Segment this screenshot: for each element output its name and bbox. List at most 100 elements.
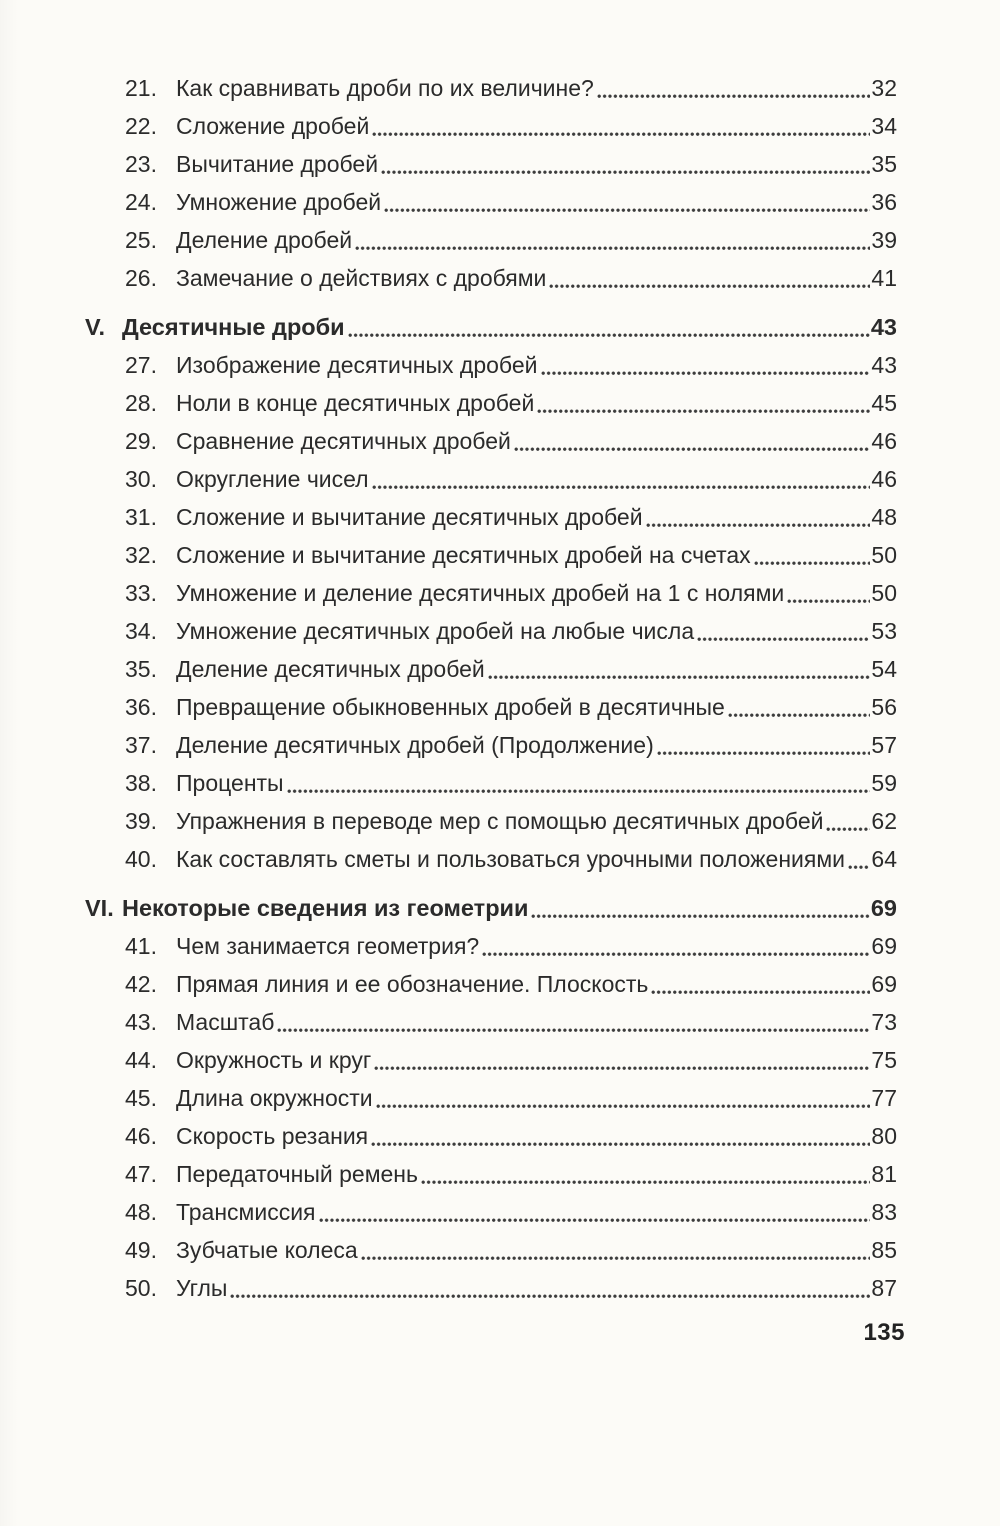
toc-entry-title: Сравнение десятичных дробей — [176, 428, 511, 454]
toc-entry: 49. Зубчатые колеса 85 — [85, 1231, 897, 1269]
toc-entry-number: 45. — [125, 1085, 157, 1111]
toc-entry-page: 64 — [871, 846, 897, 872]
toc-entry: 24. Умножение дробей 36 — [85, 183, 897, 221]
toc-entry-number: 30. — [125, 466, 157, 492]
dot-leader — [513, 447, 871, 452]
dot-leader — [537, 409, 871, 414]
toc-entry-page: 32 — [871, 75, 897, 101]
toc-entry-number: 43. — [125, 1009, 157, 1035]
toc-entry-number: 33. — [125, 580, 157, 606]
toc-entry-title: Скорость резания — [176, 1123, 369, 1149]
dot-leader — [355, 246, 871, 251]
toc-entry: 43. Масштаб 73 — [85, 1003, 897, 1041]
toc-entry-title: Масштаб — [176, 1009, 275, 1035]
dot-leader — [656, 751, 871, 756]
toc-entry-number: V. — [85, 314, 106, 340]
toc-entry-title: Упражнения в переводе мер с помощью деся… — [176, 808, 824, 834]
toc-entry-page: 56 — [871, 694, 897, 720]
toc-entry-page: 43 — [871, 352, 897, 378]
toc-entry-number: 22. — [125, 113, 157, 139]
toc-entry-number: 31. — [125, 504, 157, 530]
toc-entry-page: 45 — [871, 390, 897, 416]
dot-leader — [531, 914, 870, 919]
dot-leader — [372, 132, 871, 137]
dot-leader — [826, 827, 871, 832]
toc-entry-number: 46. — [125, 1123, 157, 1149]
toc-entry: 44. Окружность и круг 75 — [85, 1041, 897, 1079]
toc-entry-title: Деление дробей — [176, 227, 353, 253]
toc-entry-page: 39 — [871, 227, 897, 253]
toc-entry-number: 47. — [125, 1161, 157, 1187]
toc-entry-number: 49. — [125, 1237, 157, 1263]
toc-entry: 30. Округление чисел 46 — [85, 460, 897, 498]
toc-entry-number: 42. — [125, 971, 157, 997]
toc-entry-page: 62 — [871, 808, 897, 834]
dot-leader — [487, 675, 871, 680]
toc-entry: 21. Как сравнивать дроби по их величине?… — [85, 69, 897, 107]
toc-entry-title: Умножение десятичных дробей на любые чис… — [176, 618, 695, 644]
toc-entry-number: 44. — [125, 1047, 157, 1073]
toc-entry: 46. Скорость резания 80 — [85, 1117, 897, 1155]
toc-entry-title: Сложение дробей — [176, 113, 370, 139]
toc-section-entry: V. Десятичные дроби 43 — [85, 308, 897, 346]
toc-entry-title: Зубчатые колеса — [176, 1237, 358, 1263]
toc-entry: 29. Сравнение десятичных дробей 46 — [85, 422, 897, 460]
toc-entry: 32. Сложение и вычитание десятичных дроб… — [85, 536, 897, 574]
toc-entry-page: 34 — [871, 113, 897, 139]
toc-entry-number: 25. — [125, 227, 157, 253]
toc-entry-page: 81 — [871, 1161, 897, 1187]
toc-entry: 47. Передаточный ремень 81 — [85, 1155, 897, 1193]
toc-entry-number: 21. — [125, 75, 157, 101]
toc-entry-title: Длина окружности — [176, 1085, 373, 1111]
dot-leader — [277, 1028, 871, 1033]
dot-leader — [697, 637, 871, 642]
toc-entry: 39. Упражнения в переводе мер с помощью … — [85, 802, 897, 840]
toc-entry: 26. Замечание о действиях с дробями 41 — [85, 259, 897, 297]
toc-entry-page: 41 — [871, 265, 897, 291]
toc-entry-title: Умножение и деление десятичных дробей на… — [176, 580, 785, 606]
toc-entry-title: Округление чисел — [176, 466, 369, 492]
toc-entry-title: Вычитание дробей — [176, 151, 379, 177]
toc-entry: 45. Длина окружности 77 — [85, 1079, 897, 1117]
toc-entry-title: Замечание о действиях с дробями — [176, 265, 547, 291]
toc-entry-title: Сложение и вычитание десятичных дробей — [176, 504, 643, 530]
toc-entry-title: Как составлять сметы и пользоваться уроч… — [176, 846, 845, 872]
page-number: 135 — [863, 1319, 905, 1346]
toc-entry: 50. Углы 87 — [85, 1269, 897, 1307]
dot-leader — [374, 1066, 871, 1071]
toc-entry-number: 24. — [125, 189, 157, 215]
toc-entry-page: 46 — [871, 428, 897, 454]
toc-entry-page: 36 — [871, 189, 897, 215]
toc-entry-page: 69 — [871, 933, 897, 959]
toc-entry-page: 69 — [871, 971, 897, 997]
toc-entry: 41. Чем занимается геометрия? 69 — [85, 927, 897, 965]
dot-leader — [347, 333, 870, 338]
dot-leader — [651, 990, 871, 995]
toc-entry-page: 80 — [871, 1123, 897, 1149]
toc-entry-page: 43 — [870, 314, 897, 340]
toc-entry-page: 83 — [871, 1199, 897, 1225]
toc-entry-title: Ноли в конце десятичных дробей — [176, 390, 535, 416]
toc-entry-title: Умножение дробей — [176, 189, 382, 215]
toc-entry: 40. Как составлять сметы и пользоваться … — [85, 840, 897, 878]
toc-entry: 25. Деление дробей 39 — [85, 221, 897, 259]
toc-entry-number: 41. — [125, 933, 157, 959]
toc-entry-title: Деление десятичных дробей — [176, 656, 485, 682]
dot-leader — [381, 170, 871, 175]
toc-entry-page: 48 — [871, 504, 897, 530]
dot-leader — [421, 1180, 871, 1185]
toc-entry-title: Окружность и круг — [176, 1047, 372, 1073]
toc-entry: 33. Умножение и деление десятичных дробе… — [85, 574, 897, 612]
dot-leader — [540, 371, 871, 376]
toc-entry: 48. Трансмиссия 83 — [85, 1193, 897, 1231]
toc-entry-title: Чем занимается геометрия? — [176, 933, 480, 959]
toc-entry-number: 27. — [125, 352, 157, 378]
toc-entry-page: 77 — [871, 1085, 897, 1111]
dot-leader — [371, 485, 871, 490]
dot-leader — [645, 523, 871, 528]
toc-entry-page: 53 — [871, 618, 897, 644]
toc-entry-title: Передаточный ремень — [176, 1161, 418, 1187]
toc-entry: 23. Вычитание дробей 35 — [85, 145, 897, 183]
toc-entry: 28. Ноли в конце десятичных дробей 45 — [85, 384, 897, 422]
